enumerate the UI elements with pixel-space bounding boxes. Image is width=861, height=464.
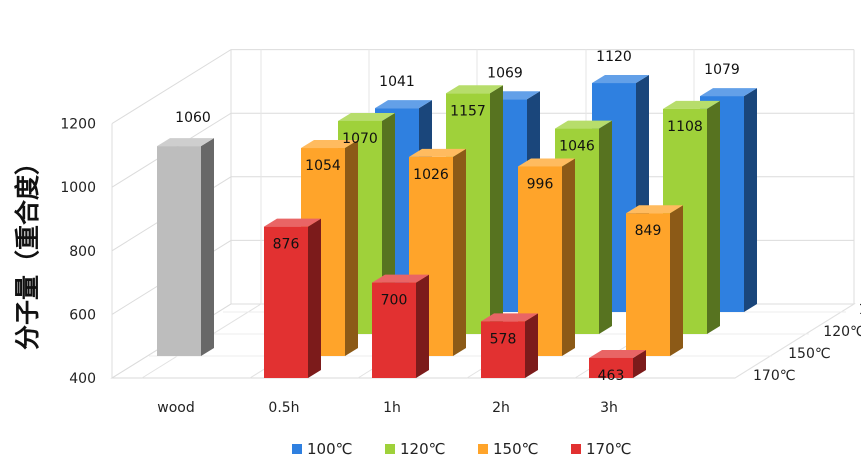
bar-top [372, 274, 429, 283]
bar-front [372, 282, 416, 378]
bar-top [626, 205, 683, 214]
data-label: 463 [598, 368, 625, 384]
data-label: 1108 [667, 119, 703, 135]
legend: 100℃ 120℃ 150℃ 170℃ [292, 440, 631, 458]
legend-swatch [385, 444, 395, 454]
bar-top [264, 218, 321, 227]
bar [626, 205, 683, 356]
chart-bars [157, 75, 757, 378]
bar-top [663, 100, 720, 109]
data-label: 1054 [305, 158, 341, 174]
bar-top [592, 75, 649, 84]
y-tick-label: 1000 [60, 180, 96, 196]
legend-item: 100℃ [292, 440, 352, 458]
data-label: 1046 [559, 139, 595, 155]
bar-side [599, 120, 612, 335]
bar-side [744, 88, 757, 312]
data-label: 1069 [487, 65, 523, 81]
floor-line [734, 303, 855, 379]
bar-side [707, 100, 720, 334]
data-label: 1041 [379, 74, 415, 90]
data-label: 1120 [596, 49, 632, 65]
y-tick-label: 400 [69, 371, 96, 387]
data-label: 849 [635, 223, 662, 239]
legend-label: 150℃ [493, 440, 538, 458]
legend-item: 150℃ [478, 440, 538, 458]
x-tick-label: 2h [492, 400, 510, 416]
data-label: 876 [273, 237, 300, 253]
bar [589, 349, 646, 378]
bar-front [626, 213, 670, 356]
bar-top [375, 100, 432, 109]
legend-swatch [292, 444, 302, 454]
bar-top [157, 138, 214, 147]
bar-top [338, 112, 395, 121]
legend-label: 170℃ [586, 440, 631, 458]
bar-reference [157, 138, 214, 356]
bar-top [589, 349, 646, 358]
bar [481, 313, 538, 378]
depth-label: 150℃ [788, 346, 830, 362]
bar-side [345, 140, 358, 356]
x-tick-label: 3h [600, 400, 618, 416]
chart-labels: 1041 1069 1120 1079 1070 1157 1046 1108 1054 1026… [175, 49, 740, 384]
data-label: 1060 [175, 110, 211, 126]
bar-front [481, 321, 525, 378]
depth-label: 120℃ [823, 324, 861, 340]
y-axis-label: 分子量（重合度） [13, 150, 42, 350]
bar-side [633, 349, 646, 378]
bar-top [518, 158, 575, 167]
bar-side [490, 85, 503, 334]
bar-side [562, 158, 575, 356]
bar-front [157, 146, 201, 356]
y-tick-label: 800 [69, 244, 96, 260]
bar [301, 140, 358, 356]
y-tick-label: 1200 [60, 117, 96, 133]
data-label: 1026 [413, 167, 449, 183]
bar-side [453, 148, 466, 356]
data-label: 700 [381, 293, 408, 309]
legend-swatch [478, 444, 488, 454]
bar-front [264, 226, 308, 378]
depth-label: 100℃ [858, 302, 861, 318]
bar-side [201, 138, 214, 356]
bar-side [670, 205, 683, 356]
depth-label: 170℃ [753, 368, 795, 384]
legend-item: 120℃ [385, 440, 445, 458]
legend-item: 170℃ [571, 440, 631, 458]
legend-swatch [571, 444, 581, 454]
data-label: 578 [490, 331, 517, 347]
x-tick-label: 1h [383, 400, 401, 416]
bar-front [589, 357, 633, 378]
legend-label: 100℃ [307, 440, 352, 458]
data-label: 1157 [450, 103, 486, 119]
bar [372, 274, 429, 378]
data-label: 1070 [342, 131, 378, 147]
bar-side [525, 313, 538, 378]
y-tick-label: 600 [69, 307, 96, 323]
bar-side [416, 274, 429, 378]
bar-side [308, 218, 321, 378]
x-tick-label: wood [157, 400, 194, 416]
bar-top [409, 148, 466, 157]
bar [264, 218, 321, 378]
bar-top [555, 120, 612, 129]
data-label: 1079 [704, 62, 740, 78]
bar-top [446, 85, 503, 94]
bar-top [481, 313, 538, 322]
data-label: 996 [527, 176, 554, 192]
legend-label: 120℃ [400, 440, 445, 458]
bar-top [700, 88, 757, 97]
x-tick-label: 0.5h [268, 400, 299, 416]
bar-top [301, 140, 358, 149]
